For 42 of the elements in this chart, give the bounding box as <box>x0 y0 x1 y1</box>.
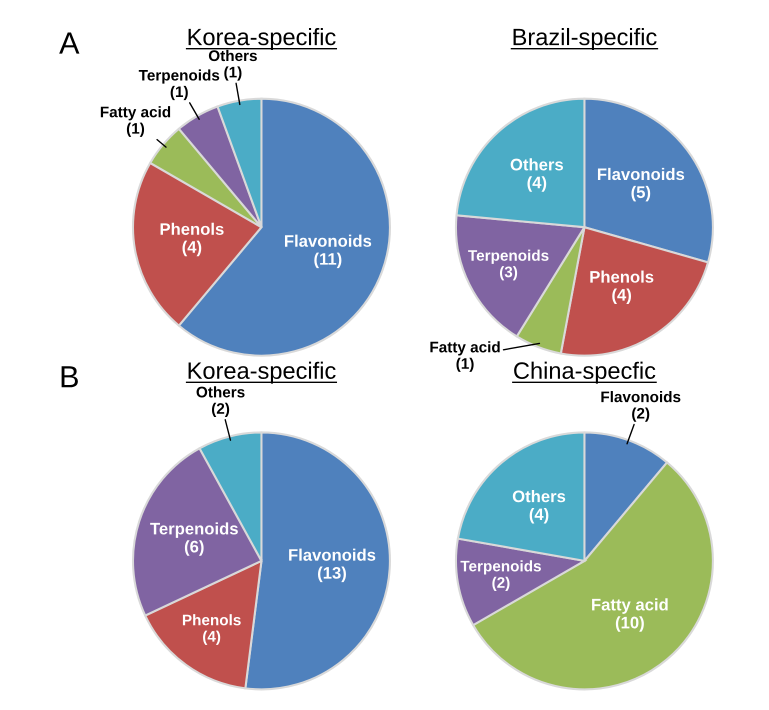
slice-label: Fatty acid <box>430 341 500 356</box>
slice-label: Flavonoids <box>284 234 372 247</box>
slice-label: Terpenoids <box>460 560 541 575</box>
slice-label: Others <box>512 490 566 502</box>
data-label: (10) <box>616 616 644 632</box>
data-label: (1) <box>456 358 474 372</box>
data-label: (4) <box>203 630 220 645</box>
data-label: (1) <box>170 86 188 100</box>
data-label: (4) <box>612 288 631 304</box>
slice-label: Others <box>196 386 245 398</box>
slice-label: Flavonoids <box>598 168 684 180</box>
data-label: (11) <box>314 252 342 268</box>
data-label: (6) <box>184 540 204 556</box>
text: A <box>59 32 80 54</box>
data-label: (1) <box>126 122 144 137</box>
slice-label: Others <box>510 158 564 170</box>
slice-label: Terpenoids <box>138 69 220 84</box>
slice-label: Phenols <box>590 270 654 283</box>
chart-title: Brazil-specific <box>514 28 657 50</box>
slice-label: Fatty acid <box>592 598 668 614</box>
data-label: (4) <box>530 508 548 524</box>
data-label: (5) <box>631 186 650 202</box>
slice-label: Fatty acid <box>100 106 170 120</box>
text: B <box>62 366 78 388</box>
slice-label: Others <box>208 50 257 62</box>
data-label: (13) <box>318 566 346 582</box>
slice-label: Flavonoids <box>289 548 376 561</box>
chart-title: China-specfic <box>514 362 656 384</box>
data-label: (2) <box>212 402 230 417</box>
chart-title: Korea-specific <box>188 28 336 50</box>
data-label: (1) <box>224 66 242 81</box>
data-label: (3) <box>500 266 518 280</box>
slice-label: Terpenoids <box>468 250 549 264</box>
chart-title: Korea-specific <box>188 362 336 384</box>
data-label: (4) <box>527 176 546 192</box>
data-label: (2) <box>632 407 650 422</box>
slice-label: Phenols <box>160 222 224 235</box>
slice-label: Flavonoids <box>601 391 680 402</box>
slice-label: Phenols <box>182 614 241 626</box>
data-label: (4) <box>182 240 202 256</box>
data-label: (2) <box>492 576 510 591</box>
slice-label: Terpenoids <box>150 522 238 538</box>
